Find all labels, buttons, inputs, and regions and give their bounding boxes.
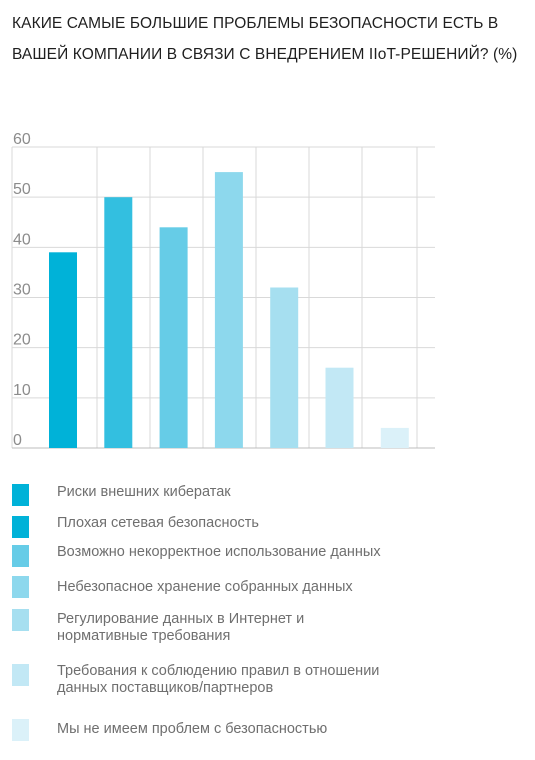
bar-1 xyxy=(49,252,77,448)
bars xyxy=(49,172,409,448)
legend-label: Возможно некорректное использование данн… xyxy=(57,544,381,560)
legend-swatch xyxy=(12,516,29,538)
bar-4 xyxy=(214,172,243,448)
y-tick-label: 40 xyxy=(13,231,31,248)
legend-swatch xyxy=(12,719,29,741)
bar-7 xyxy=(380,427,409,448)
legend-label: Риски внешних кибератак xyxy=(57,484,231,500)
legend-swatch xyxy=(12,609,29,631)
y-tick-label: 60 xyxy=(13,131,31,148)
y-axis-ticks: 0 10 20 30 40 50 60 xyxy=(13,131,31,449)
legend-swatch xyxy=(12,664,29,686)
bar-6 xyxy=(325,367,354,448)
y-tick-label: 0 xyxy=(13,432,22,449)
legend-label: Небезопасное хранение собранных данных xyxy=(57,579,353,595)
bar-5 xyxy=(270,287,299,448)
y-tick-label: 10 xyxy=(13,382,31,399)
legend-label: Мы не имеем проблем с безопасностью xyxy=(57,721,328,737)
legend-swatch xyxy=(12,545,29,567)
bar-3 xyxy=(159,227,188,448)
y-tick-label: 50 xyxy=(13,181,31,198)
legend-label: Требования к соблюдению правил в отношен… xyxy=(57,663,380,679)
bar-2 xyxy=(104,197,133,448)
legend-label: данных поставщиков/партнеров xyxy=(57,680,274,696)
legend-label: Плохая сетевая безопасность xyxy=(57,515,259,531)
legend-label: Регулирование данных в Интернет и xyxy=(57,611,305,627)
legend-swatch xyxy=(12,576,29,598)
y-tick-label: 20 xyxy=(13,332,31,349)
chart-title: КАКИЕ САМЫЕ БОЛЬШИЕ ПРОБЛЕМЫ БЕЗОПАСНОСТ… xyxy=(12,15,518,63)
y-tick-label: 30 xyxy=(13,282,31,299)
legend-swatch xyxy=(12,484,29,506)
bar-chart: 0 10 20 30 40 50 60 xyxy=(11,131,435,449)
legend-label: нормативные требования xyxy=(57,628,231,644)
